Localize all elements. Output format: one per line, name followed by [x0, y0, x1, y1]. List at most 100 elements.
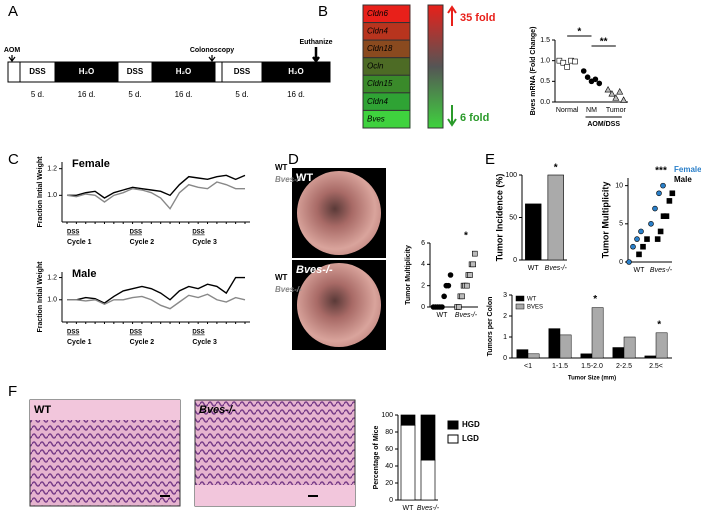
legend-label: Male — [674, 175, 692, 184]
bar — [644, 355, 657, 359]
dot — [654, 236, 661, 242]
down-arrow — [447, 105, 457, 127]
significance: ** — [600, 37, 608, 48]
dot — [652, 205, 658, 212]
y-tick-label: 100 — [381, 412, 393, 419]
bar — [516, 349, 529, 359]
legend-label: Bves-/- — [275, 175, 302, 184]
dot — [620, 96, 628, 103]
bar-segment — [400, 424, 416, 501]
y-tick-label: 1.2 — [47, 166, 57, 173]
panel-label: E — [485, 151, 495, 168]
segment-duration: 5 d. — [235, 90, 248, 99]
legend-label: HGD — [462, 420, 480, 429]
chart-title: Male — [72, 268, 96, 280]
y-axis-label: Bves mRNA (Fold Change) — [530, 27, 537, 116]
bar — [547, 174, 564, 261]
x-tick-label: WT — [528, 265, 540, 272]
y-axis-label: Percentage of Mice — [373, 425, 380, 489]
panel-label: C — [8, 151, 19, 168]
image-label: Bves-/- — [199, 404, 236, 416]
y-tick-label: 1 — [503, 334, 507, 341]
x-tick-label: 2-2.5 — [616, 363, 632, 370]
bar — [527, 353, 540, 359]
line — [67, 293, 246, 310]
x-tick-label: NM — [586, 107, 597, 114]
histology-band — [30, 400, 180, 420]
y-tick-label: 1.0 — [540, 58, 550, 65]
dot — [471, 250, 478, 257]
x-tick-label: Bves-/- — [417, 505, 440, 512]
segment-duration: 5 d. — [31, 90, 44, 99]
y-tick-label: 60 — [385, 446, 393, 453]
segment-label: DSS — [127, 67, 144, 76]
y-tick-label: 4 — [421, 261, 425, 268]
gene-label: Ocln — [367, 62, 384, 71]
event-arrow — [8, 55, 16, 62]
significance: * — [593, 294, 597, 305]
y-tick-label: 1.5 — [540, 37, 550, 44]
image-label: WT — [34, 404, 51, 416]
legend-label: LGD — [462, 434, 479, 443]
period-label: DSS — [67, 230, 79, 236]
period-label: DSS — [192, 230, 204, 236]
y-tick-label: 0.0 — [540, 99, 550, 106]
gene-label: Cldn15 — [367, 79, 393, 88]
legend-label: Female — [674, 165, 701, 174]
dot — [669, 190, 676, 197]
bar-segment — [400, 414, 416, 426]
segment-duration: 16 d. — [287, 90, 305, 99]
y-axis-label: Fraction Intial Weight — [37, 156, 44, 228]
group-label: AOM/DSS — [587, 121, 620, 128]
x-tick-label: Normal — [556, 107, 579, 114]
x-tick-label: 1-1.5 — [552, 363, 568, 370]
timeline-start — [7, 61, 21, 83]
y-tick-label: 10 — [615, 182, 623, 189]
y-axis-label: Tumors per Colon — [487, 297, 494, 357]
significance: * — [464, 231, 468, 242]
bar — [525, 203, 542, 261]
event-label: Euthanize — [299, 39, 332, 46]
legend-label: Bves-/- — [275, 285, 302, 294]
x-tick-label: Tumor — [606, 107, 627, 114]
dot — [660, 182, 666, 189]
cycle-label: Cycle 1 — [67, 339, 92, 346]
dot — [560, 59, 567, 66]
dot — [572, 58, 578, 65]
y-tick-label: 80 — [385, 429, 393, 436]
panel-label: F — [8, 383, 17, 400]
dot — [644, 236, 650, 242]
x-tick-label: Bves-/- — [455, 312, 478, 319]
dot — [630, 243, 636, 250]
cycle-label: Cycle 1 — [67, 239, 92, 246]
dot — [626, 259, 632, 265]
y-axis-label: Tumor Multiplicity — [405, 245, 412, 305]
dot — [580, 68, 587, 74]
chart-title: Female — [72, 158, 110, 170]
y-tick-label: 6 — [421, 240, 425, 247]
legend-swatch — [515, 295, 525, 302]
fold-low: 6 fold — [460, 112, 489, 124]
timeline-segment — [261, 61, 331, 83]
x-tick-label: Bves-/- — [650, 267, 673, 274]
y-axis-label: Fraction Intial Weight — [37, 261, 44, 333]
y-tick-label: 1.0 — [47, 192, 57, 199]
significance: *** — [655, 166, 667, 177]
up-arrow — [447, 5, 457, 26]
dot — [604, 85, 612, 93]
timeline-gap — [214, 61, 223, 83]
dot — [467, 272, 473, 278]
y-tick-label: 40 — [385, 463, 393, 470]
y-tick-label: 0.5 — [540, 78, 550, 85]
bar — [591, 307, 604, 359]
y-tick-label: 1.0 — [47, 297, 57, 304]
dot — [596, 80, 603, 87]
y-tick-label: 50 — [509, 214, 517, 221]
dot — [638, 228, 644, 235]
dot — [636, 251, 642, 258]
y-tick-label: 0 — [619, 259, 623, 266]
segment-duration: 16 d. — [78, 90, 96, 99]
image-label: Bves-/- — [296, 264, 333, 276]
dot — [470, 261, 477, 268]
y-tick-label: 2 — [503, 313, 507, 320]
